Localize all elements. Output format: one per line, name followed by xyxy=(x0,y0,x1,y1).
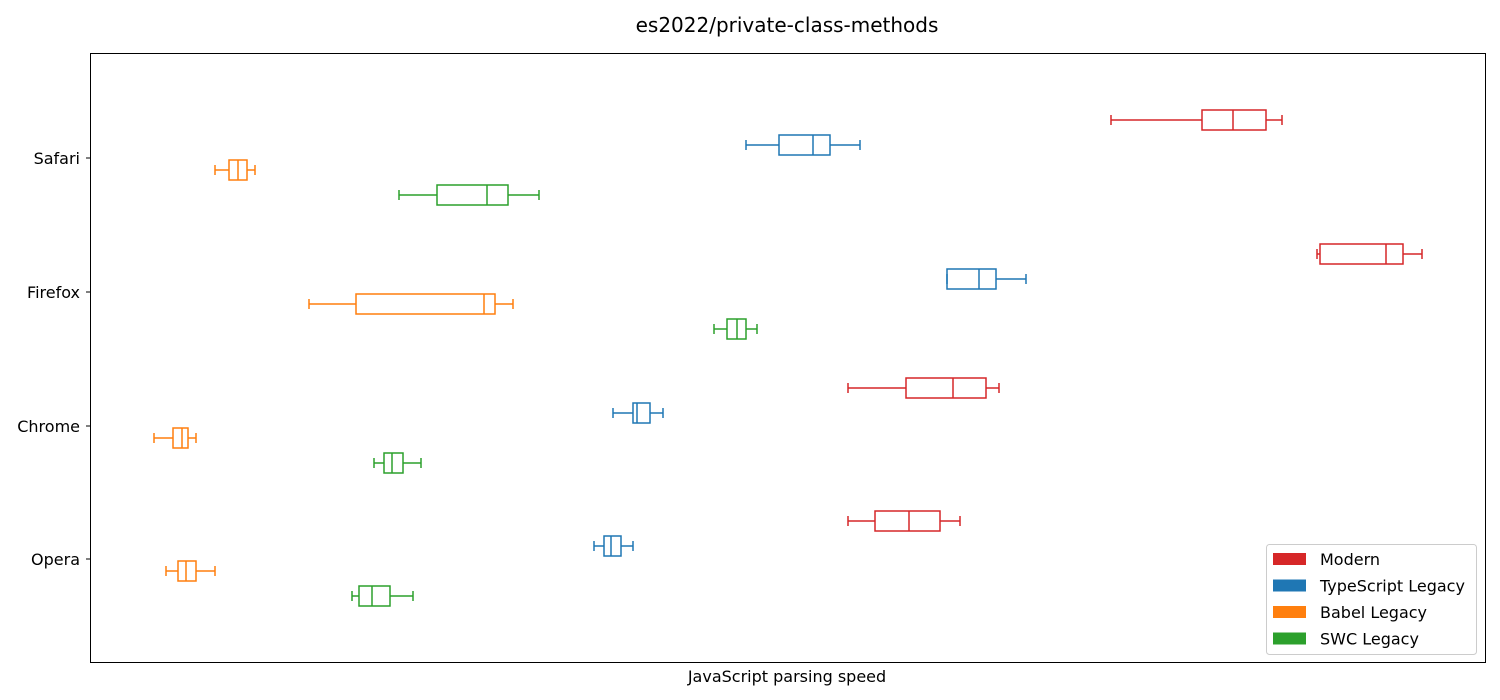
box-babel-legacy-chrome xyxy=(153,427,197,449)
box-modern-chrome xyxy=(847,377,1000,399)
box-babel-legacy-opera xyxy=(165,560,216,582)
legend-item-modern: Modern xyxy=(1273,550,1380,569)
legend-label: SWC Legacy xyxy=(1320,630,1419,649)
series-babel-legacy xyxy=(153,159,514,582)
legend-frame xyxy=(1266,544,1477,655)
series-swc-legacy xyxy=(351,184,758,607)
box-modern-opera xyxy=(847,510,961,532)
iqr-box xyxy=(1201,109,1267,131)
iqr-box xyxy=(172,427,189,449)
y-tick-label-opera: Opera xyxy=(31,550,80,569)
legend-item-swc-legacy: SWC Legacy xyxy=(1273,630,1419,649)
iqr-box xyxy=(383,452,404,474)
legend-swatch xyxy=(1273,579,1306,592)
legend-label: Modern xyxy=(1320,550,1380,569)
y-axis: Safari Firefox Chrome Opera xyxy=(17,149,91,569)
iqr-box xyxy=(946,268,997,290)
box-babel-legacy-firefox xyxy=(308,293,514,315)
y-tick-label-chrome: Chrome xyxy=(17,417,80,436)
y-tick-label-safari: Safari xyxy=(34,149,80,168)
iqr-box xyxy=(177,560,197,582)
y-tick-label-firefox: Firefox xyxy=(27,283,80,302)
box-swc-legacy-opera xyxy=(351,585,414,607)
iqr-box xyxy=(632,402,651,424)
iqr-box xyxy=(358,585,391,607)
box-modern-firefox xyxy=(1316,243,1423,265)
box-modern-safari xyxy=(1110,109,1283,131)
series-modern xyxy=(847,109,1423,532)
x-axis-label: JavaScript parsing speed xyxy=(687,667,886,686)
iqr-box xyxy=(905,377,987,399)
box-babel-legacy-safari xyxy=(214,159,256,181)
box-swc-legacy-firefox xyxy=(713,318,758,340)
iqr-box xyxy=(436,184,509,206)
box-typescript-legacy-safari xyxy=(745,134,861,156)
iqr-box xyxy=(355,293,496,315)
legend-label: TypeScript Legacy xyxy=(1319,577,1465,596)
legend-label: Babel Legacy xyxy=(1320,603,1427,622)
legend-swatch xyxy=(1273,606,1306,618)
iqr-box xyxy=(1319,243,1404,265)
box-swc-legacy-safari xyxy=(398,184,540,206)
legend: Modern TypeScript Legacy Babel Legacy SWC L… xyxy=(1266,544,1477,655)
iqr-box xyxy=(603,535,622,557)
box-swc-legacy-chrome xyxy=(373,452,422,474)
iqr-box xyxy=(874,510,941,532)
box-typescript-legacy-opera xyxy=(593,535,634,557)
legend-item-typescript-legacy: TypeScript Legacy xyxy=(1273,577,1465,596)
legend-swatch xyxy=(1273,553,1306,565)
iqr-box xyxy=(778,134,831,156)
legend-item-babel-legacy: Babel Legacy xyxy=(1273,603,1427,622)
box-typescript-legacy-firefox xyxy=(946,268,1027,290)
boxes xyxy=(153,109,1423,607)
series-typescript-legacy xyxy=(593,134,1027,557)
chart-title: es2022/private-class-methods xyxy=(636,13,939,37)
legend-swatch xyxy=(1273,632,1306,645)
box-typescript-legacy-chrome xyxy=(612,402,664,424)
